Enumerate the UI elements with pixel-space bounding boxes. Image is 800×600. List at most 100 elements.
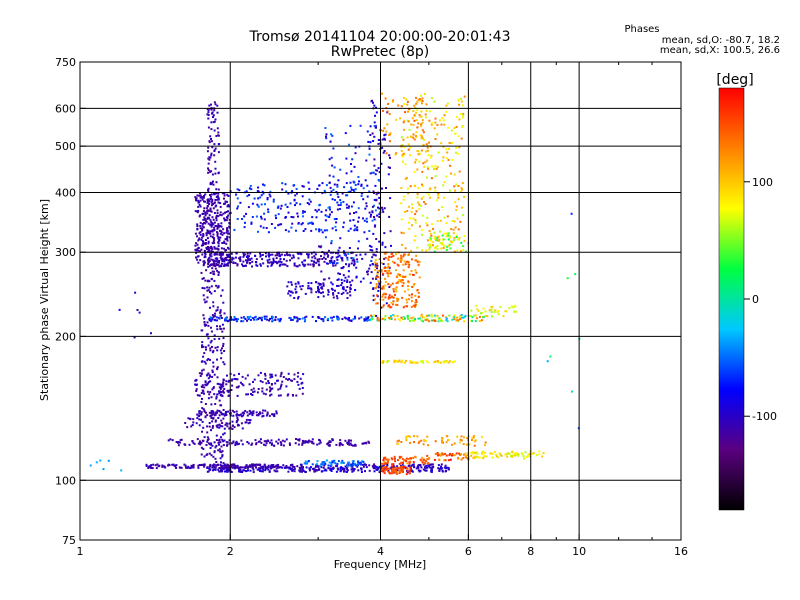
data-point [412,463,415,466]
data-point [248,194,251,196]
data-point [426,462,429,465]
data-point [206,439,209,441]
x-axis-label: Frequency [MHz] [334,558,426,571]
data-point [406,136,409,139]
data-point [212,305,215,308]
data-point [267,261,270,264]
data-point [227,469,230,472]
data-point [219,463,222,466]
data-point [99,459,102,462]
data-point [209,291,211,293]
data-point [89,464,92,467]
data-point [423,201,425,203]
data-point [381,361,384,364]
data-point [255,443,258,446]
data-point [208,104,211,107]
data-point [236,264,239,267]
data-point [247,465,250,468]
data-point [341,286,344,289]
data-point [291,394,294,396]
data-point [268,261,271,264]
data-point [220,352,223,355]
data-point [348,247,351,249]
data-point [401,466,404,469]
data-point [210,247,212,250]
data-point [417,263,420,266]
data-point [359,463,362,466]
data-point [345,317,347,320]
data-point [359,280,362,283]
data-point [455,183,458,186]
data-point [414,294,417,297]
data-point [220,357,223,360]
data-point [224,257,227,260]
data-point [214,198,217,201]
data-point [210,429,212,432]
data-point [423,316,426,319]
data-point [211,216,214,219]
data-point [207,222,210,225]
data-point [210,221,213,224]
data-point [420,314,423,317]
data-point [347,229,350,232]
data-point [406,103,409,106]
data-point [134,291,137,294]
data-point [263,212,266,215]
data-point [222,258,225,261]
data-point [295,316,298,319]
data-point [187,465,190,468]
data-point [324,461,326,464]
data-point [382,305,385,308]
data-point [348,263,351,266]
data-point [483,451,486,454]
data-point [400,231,403,234]
data-point [542,452,545,455]
data-point [216,198,219,201]
data-point [430,154,433,157]
data-point [195,197,198,200]
data-point [196,228,199,231]
data-point [348,317,350,319]
data-point [199,192,201,195]
data-point [209,219,212,222]
data-point [388,294,391,297]
data-point [426,149,429,152]
data-point [428,314,431,317]
data-point [427,244,430,247]
data-point [223,232,226,235]
data-point [326,319,329,322]
data-point [345,157,348,160]
data-point [453,314,456,317]
data-point [378,269,381,272]
data-point [255,414,258,417]
data-point [313,468,316,471]
data-point [388,154,391,157]
data-point [432,319,435,322]
data-point [202,264,205,267]
data-point [328,277,331,280]
data-point [198,194,201,197]
data-point [198,372,201,375]
data-point [233,465,236,467]
data-point [202,390,205,393]
data-point [341,443,344,446]
data-point [419,115,422,118]
data-point [211,112,213,115]
data-point [234,444,237,446]
data-point [207,157,210,160]
data-point [368,464,371,467]
data-point [414,456,417,459]
data-point [207,344,210,347]
data-point [208,286,211,289]
data-point [440,453,443,456]
data-point [349,286,352,289]
data-point [224,466,227,469]
data-point [456,316,459,319]
data-point [243,254,245,257]
data-point [212,469,214,472]
data-point [287,292,290,295]
data-point [334,225,337,228]
data-point [290,281,293,284]
data-point [421,359,424,362]
data-point [206,280,209,283]
